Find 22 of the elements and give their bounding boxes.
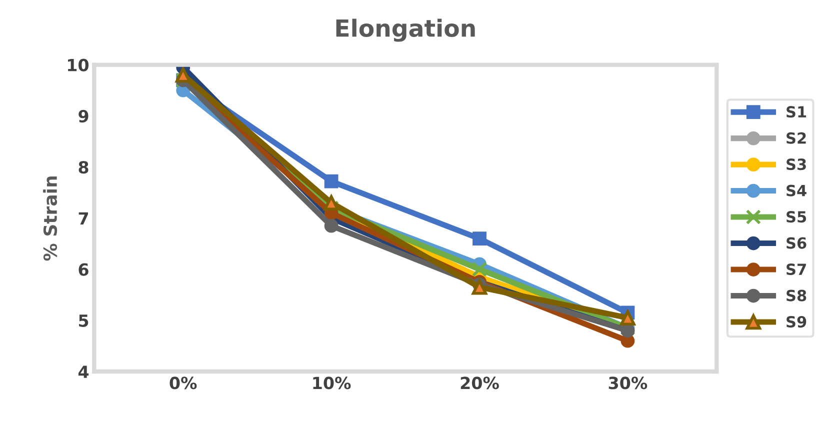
- y-axis-title: % Strain: [43, 176, 58, 261]
- x-tick-label: 20%: [460, 376, 499, 390]
- legend-label: S5: [786, 211, 806, 223]
- y-tick-label: 4: [78, 366, 89, 378]
- y-tick-label: 10: [68, 58, 89, 72]
- legend-label: S7: [786, 264, 806, 276]
- legend-label: S3: [786, 158, 806, 170]
- y-tick-label: 8: [78, 161, 88, 174]
- x-tick-label: 10%: [313, 376, 351, 390]
- legend-label: S1: [786, 106, 806, 118]
- legend-label: S6: [786, 237, 806, 249]
- legend-label: S9: [786, 316, 806, 328]
- chart-title: Elongation: [336, 18, 475, 42]
- y-tick-label: 9: [78, 110, 88, 122]
- y-tick-label: 7: [78, 212, 88, 224]
- legend-label: S4: [786, 184, 806, 196]
- y-tick-label: 6: [78, 263, 88, 276]
- legend-label: S8: [786, 290, 806, 302]
- x-tick-label: 30%: [608, 376, 648, 390]
- y-tick-label: 5: [79, 314, 88, 327]
- x-tick-label: 0%: [170, 376, 197, 390]
- legend-label: S2: [786, 132, 806, 144]
